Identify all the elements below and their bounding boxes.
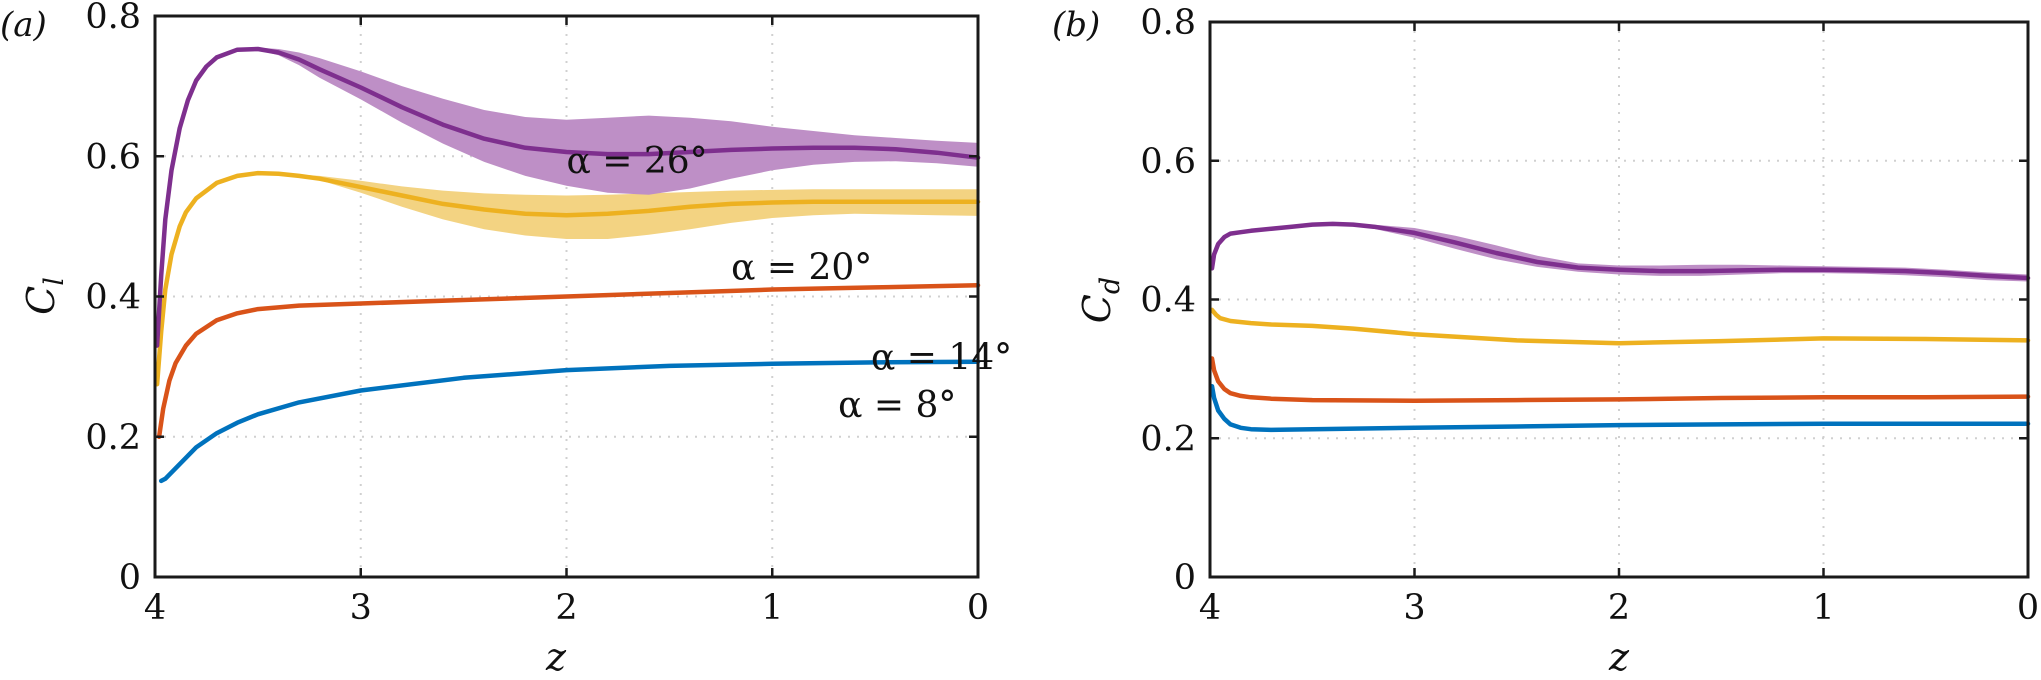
panel-a-y-tick-labels: 0 0.2 0.4 0.6 0.8	[85, 0, 141, 598]
panel-a-annotation-series-0: α = 8°	[838, 385, 956, 426]
panel-b-lines	[1209, 221, 2031, 433]
panel-a-ytick-label: 0.4	[85, 278, 141, 318]
panel-b-line-series-1	[1209, 356, 2031, 404]
panel-a-annotation-series-2: α = 20°	[731, 248, 872, 289]
panel-b-ytick-label: 0.8	[1140, 3, 1196, 43]
panel-b-y-axis-title: Cd	[1075, 277, 1126, 323]
panel-b-grid	[1210, 22, 2028, 577]
panel-a-x-tick-labels: 4 3 2 1 0	[144, 588, 989, 628]
panel-a-y-axis-title-sub: l	[39, 277, 70, 286]
panel-b-x-tick-labels: 4 3 2 1 0	[1199, 588, 2039, 628]
panel-a-ytick-label: 0	[119, 558, 141, 598]
panel-b-xtick-label: 0	[2017, 588, 2039, 628]
panel-a-line-series-3	[154, 46, 981, 348]
panel-a-y-axis-title-main: C	[19, 286, 63, 315]
panel-a-ytick-label: 0.6	[85, 137, 141, 177]
panel-b-xtick-label: 2	[1608, 588, 1630, 628]
panel-a-x-axis-title: z	[545, 635, 567, 679]
panel-b-ytick-label: 0.4	[1140, 281, 1196, 321]
panel-a-ytick-label: 0.8	[85, 0, 141, 37]
panel-a-xtick-label: 3	[350, 588, 372, 628]
panel-b-xtick-label: 1	[1812, 588, 1834, 628]
panel-a-lines	[154, 46, 981, 484]
panel-b-line-series-2	[1209, 307, 2031, 346]
panel-a-annotation-series-3: α = 26°	[567, 141, 708, 182]
panel-b-x-axis-title: z	[1608, 635, 1630, 679]
panel-a-xtick-label: 2	[555, 588, 577, 628]
panel-b-xtick-label: 4	[1199, 588, 1221, 628]
panel-a-ticks	[153, 14, 980, 579]
panel-b-line-series-0	[1209, 383, 2031, 433]
panel-b-y-tick-labels: 0 0.2 0.4 0.6 0.8	[1140, 3, 1196, 598]
panel-b-ytick-label: 0.2	[1140, 419, 1196, 459]
panel-a-y-axis-title: Cl	[19, 277, 70, 315]
panel-a-label: (a)	[0, 5, 47, 45]
panel-b-ticks	[1208, 20, 2030, 579]
panel-b-y-axis-title-sub: d	[1095, 277, 1126, 294]
panel-b-ytick-label: 0	[1174, 558, 1196, 598]
panel-b-line-series-3	[1209, 221, 2031, 281]
panel-b-drag-coefficient: (b) 4 3 2 1 0 0 0.2 0.4 0.6 0.8 z Cd	[1052, 3, 2039, 679]
panel-b-band-series-3	[1212, 223, 2028, 282]
panel-a-line-series-0	[158, 359, 981, 484]
panel-a-xtick-label: 4	[144, 588, 166, 628]
panel-b-ytick-label: 0.6	[1140, 142, 1196, 182]
panel-b-bands	[1212, 223, 2028, 282]
panel-a-xtick-label: 0	[967, 588, 989, 628]
panel-a-line-series-2	[154, 170, 981, 387]
panel-a-lift-coefficient: (a) 4 3 2 1 0 0 0.2 0.4 0.6 0.8 z Cl α = 8° α = 1…	[0, 0, 1012, 679]
panel-a-ytick-label: 0.2	[85, 418, 141, 458]
panel-b-xtick-label: 3	[1403, 588, 1425, 628]
panel-a-annotation-series-1: α = 14°	[871, 337, 1012, 378]
panel-b-label: (b)	[1052, 5, 1100, 45]
panel-b-y-axis-title-main: C	[1075, 294, 1119, 323]
panel-a-annotations: α = 8° α = 14° α = 20° α = 26°	[567, 141, 1013, 426]
panel-a-line-series-1	[156, 283, 981, 440]
panel-a-xtick-label: 1	[761, 588, 783, 628]
panel-b-axes-frame	[1208, 20, 2030, 579]
